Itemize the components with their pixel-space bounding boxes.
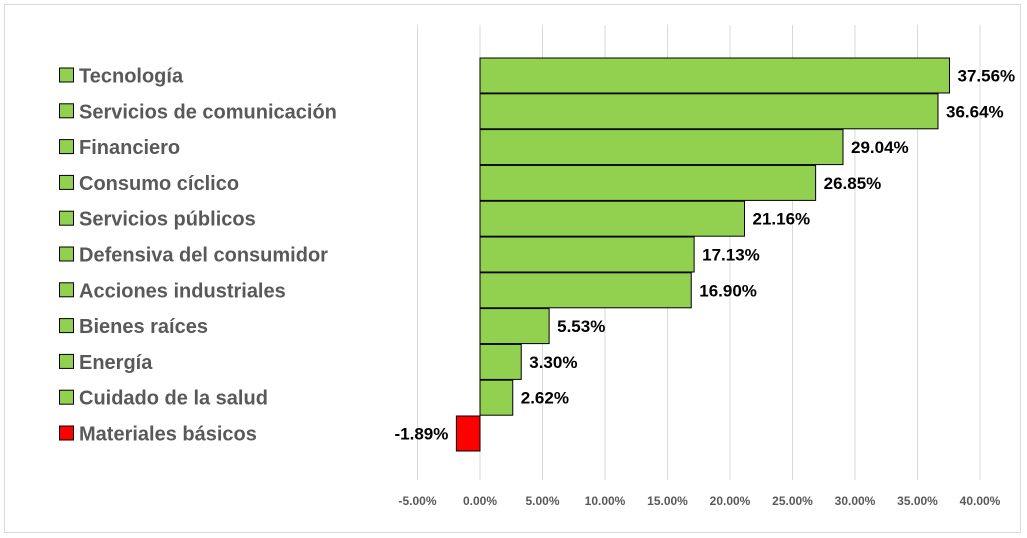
x-tick-label: 40.00% <box>960 494 1001 508</box>
category-label: Servicios públicos <box>79 209 256 231</box>
category-label: Materiales básicos <box>79 424 257 446</box>
bar <box>479 57 950 94</box>
bars <box>455 57 950 452</box>
bar <box>479 93 939 130</box>
legend-swatch <box>59 425 74 441</box>
category-label: Tecnología <box>79 66 184 88</box>
legend-swatch <box>59 103 74 119</box>
legend-swatch <box>59 318 74 334</box>
bar <box>479 379 514 416</box>
legend-swatch <box>59 246 74 262</box>
data-label: 5.53% <box>557 317 605 336</box>
data-label: 21.16% <box>753 210 811 229</box>
data-label: 16.90% <box>699 281 757 300</box>
x-tick-label: -5.00% <box>398 494 436 508</box>
data-label: 36.64% <box>946 102 1004 121</box>
x-tick-label: 35.00% <box>897 494 938 508</box>
category-label: Consumo cíclico <box>79 173 239 195</box>
bar <box>479 164 817 201</box>
legend-swatch <box>59 210 74 226</box>
bar <box>479 200 745 237</box>
category-label: Acciones industriales <box>79 280 286 302</box>
x-tick-label: 20.00% <box>710 494 751 508</box>
category-label: Financiero <box>79 137 180 159</box>
bar <box>455 415 481 452</box>
legend-swatch <box>59 353 74 369</box>
legend-swatch <box>59 174 74 190</box>
x-tick-label: 10.00% <box>585 494 626 508</box>
data-label: 3.30% <box>529 353 577 372</box>
x-tick-label: 5.00% <box>525 494 559 508</box>
bar <box>479 236 695 273</box>
x-tick-label: 0.00% <box>463 494 497 508</box>
bar <box>479 343 522 380</box>
category-label: Cuidado de la salud <box>79 388 268 410</box>
category-label: Defensiva del consumidor <box>79 245 328 267</box>
legend-swatch <box>59 282 74 298</box>
data-label: -1.89% <box>395 425 449 444</box>
data-label: 2.62% <box>521 389 569 408</box>
data-label: 37.56% <box>958 67 1016 86</box>
data-label: 26.85% <box>824 174 882 193</box>
bar <box>479 308 550 345</box>
category-labels: Tecnología Servicios de comunicación Finan… <box>59 66 337 446</box>
x-axis-ticks: -5.00% 0.00% 5.00% 10.00% 15.00% 20.00% 25.00%… <box>398 494 1000 508</box>
legend-swatch <box>59 67 74 83</box>
data-label: 29.04% <box>851 138 909 157</box>
category-label: Servicios de comunicación <box>79 101 337 123</box>
legend-swatch <box>59 139 74 155</box>
legend-swatch <box>59 389 74 405</box>
x-tick-label: 15.00% <box>647 494 688 508</box>
data-label: 17.13% <box>702 246 760 265</box>
bar <box>479 272 692 309</box>
category-label: Energía <box>79 352 153 374</box>
data-labels: 37.56% 36.64% 29.04% 26.85% 21.16% 17.13% 16.9… <box>395 67 1016 444</box>
x-tick-label: 30.00% <box>835 494 876 508</box>
x-tick-label: 25.00% <box>772 494 813 508</box>
bar <box>479 129 844 166</box>
category-label: Bienes raíces <box>79 316 208 338</box>
